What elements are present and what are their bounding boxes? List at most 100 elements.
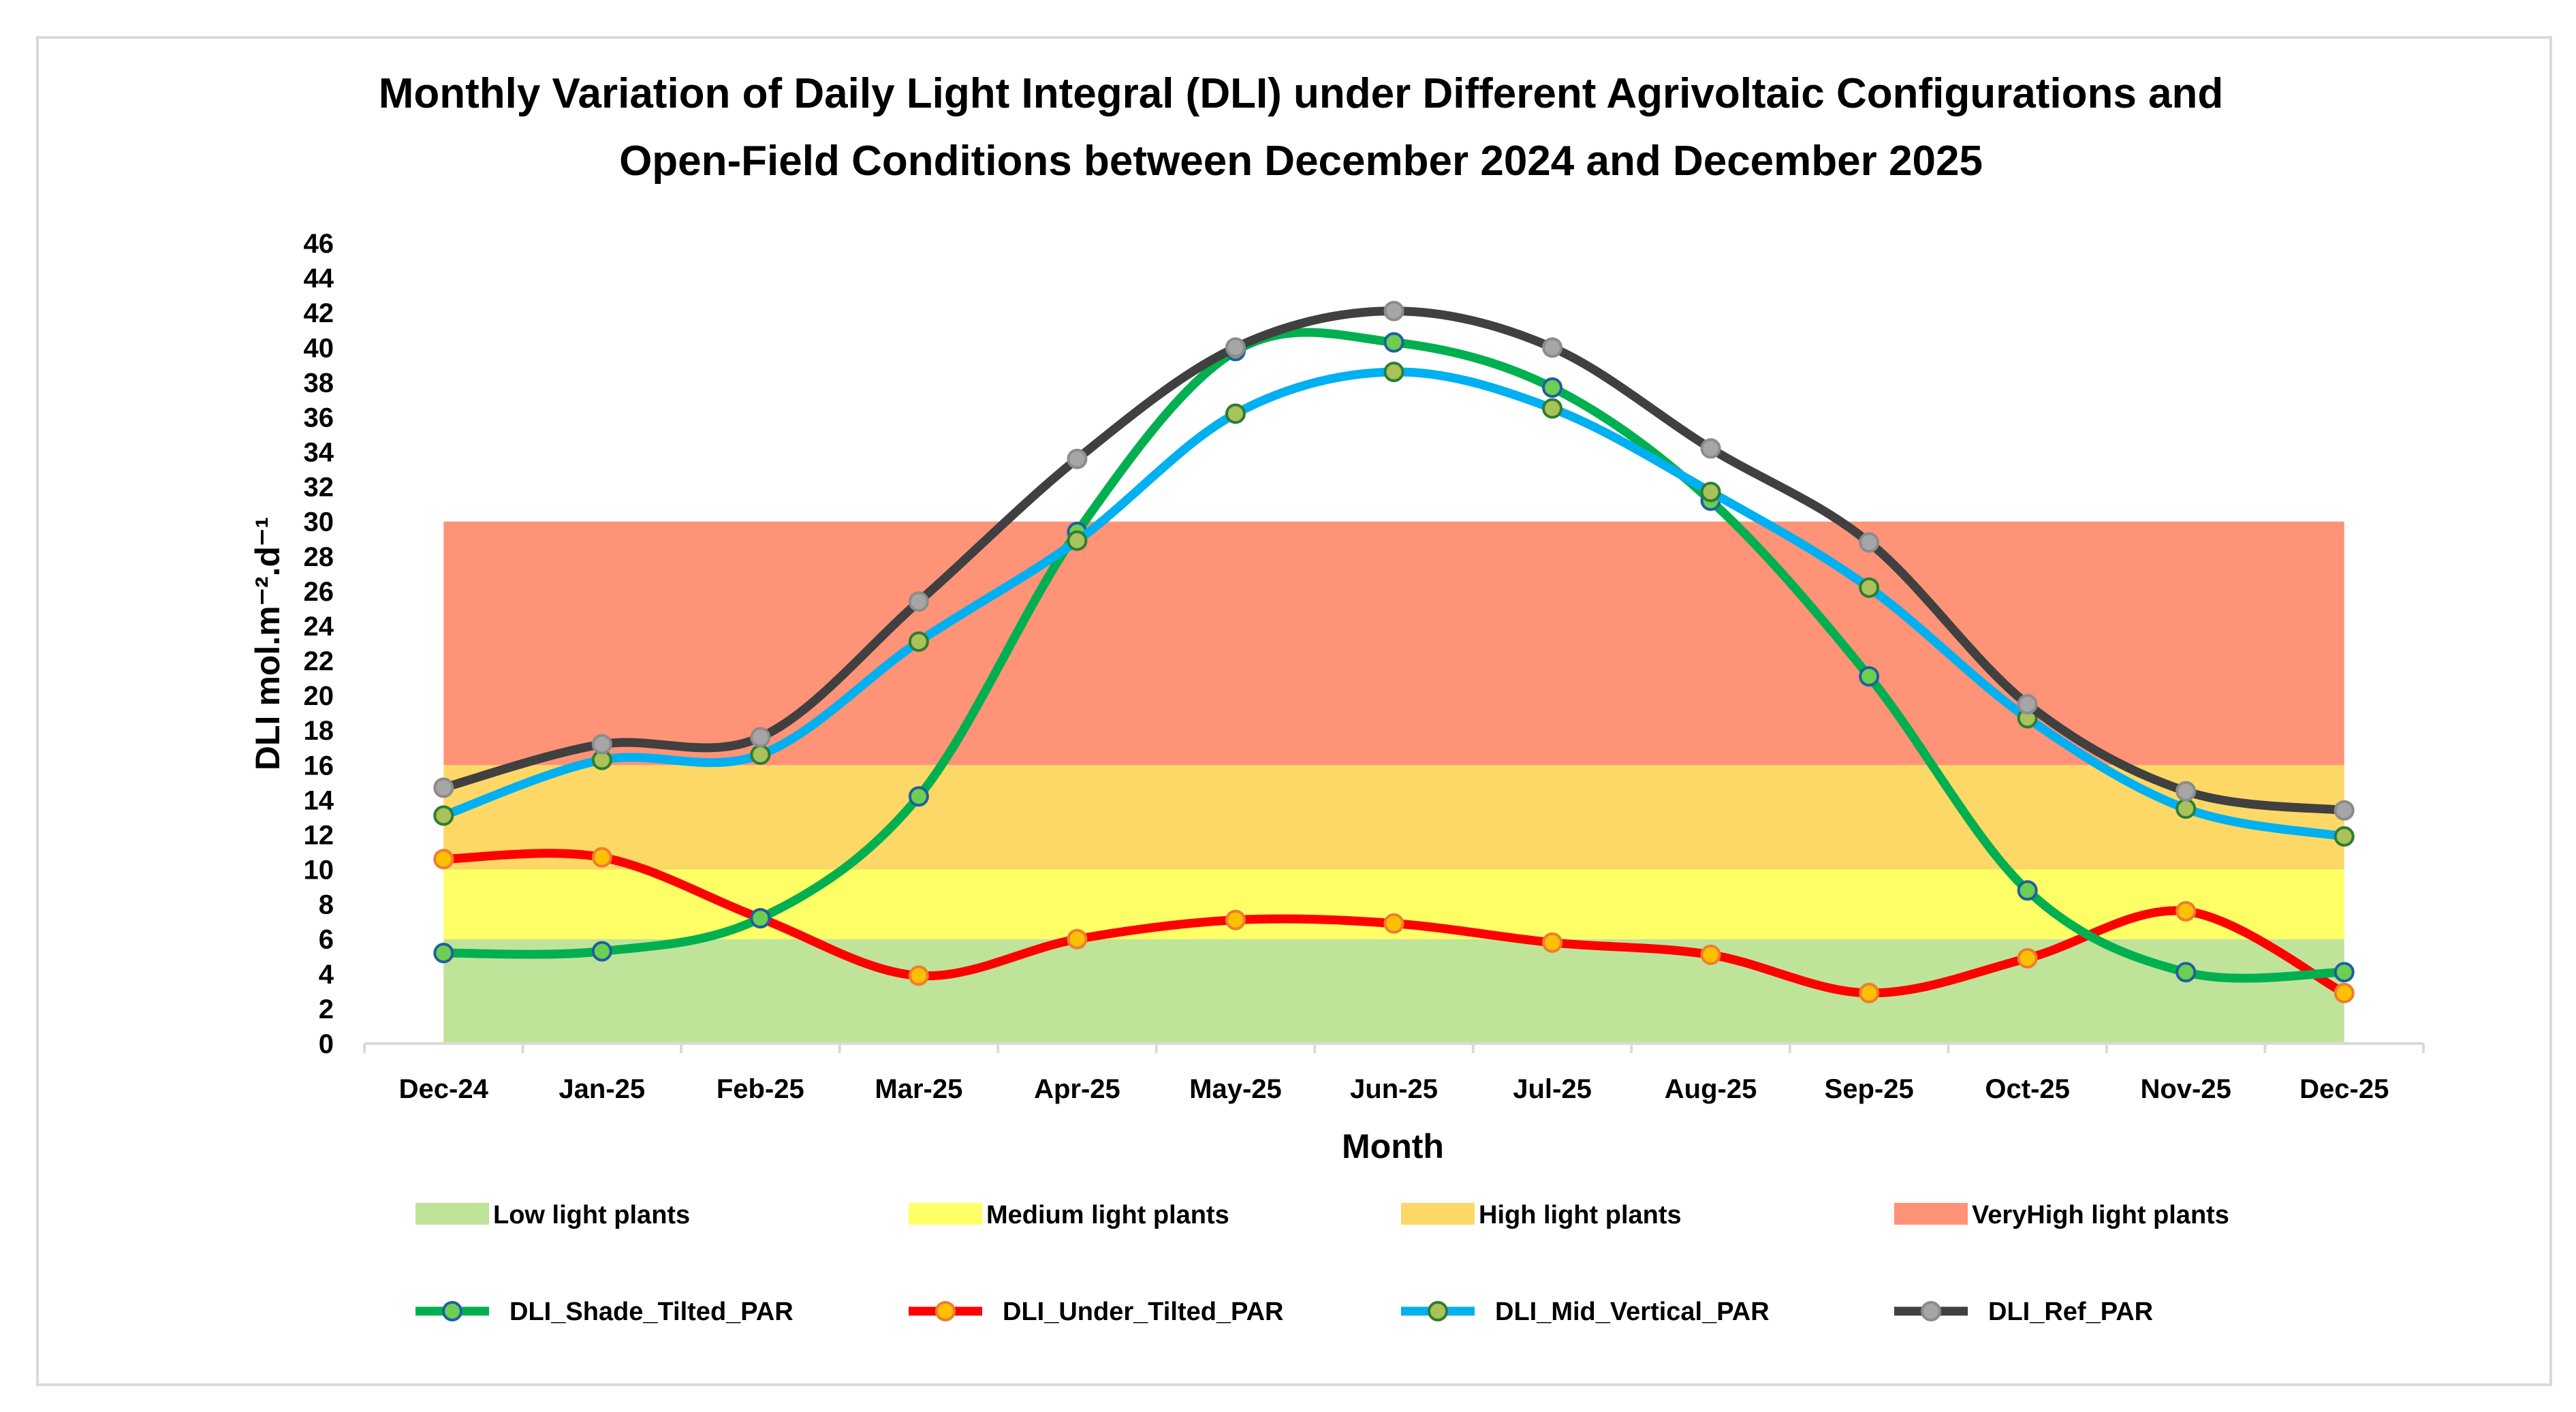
y-tick-label: 16 (304, 751, 334, 781)
series-lines (433, 300, 2355, 1003)
data-point (1225, 337, 1246, 358)
series-dli-ref-par (433, 300, 2355, 821)
data-point (1383, 362, 1404, 383)
data-point (750, 908, 771, 929)
legend-label: DLI_Shade_Tilted_PAR (509, 1298, 794, 1326)
data-point (2176, 798, 2197, 819)
legend-marker (1921, 1301, 1941, 1321)
x-tick-label: Dec-25 (2299, 1074, 2389, 1104)
x-tick-label: Dec-24 (399, 1074, 489, 1104)
series-dli-mid-vertical-par (433, 362, 2355, 847)
legend-item-band: VeryHigh light plants (1894, 1201, 2229, 1229)
y-tick-label: 28 (304, 542, 334, 572)
data-point (591, 734, 612, 755)
y-tick-label: 26 (304, 577, 334, 607)
data-point (1859, 666, 1880, 687)
data-point (2176, 962, 2197, 983)
legend-item-band: High light plants (1401, 1201, 1682, 1229)
data-point (1067, 530, 1088, 551)
data-point (1225, 909, 1246, 930)
light-bands (443, 521, 2344, 1044)
y-tick-label: 32 (304, 473, 334, 503)
data-point (908, 591, 929, 612)
y-tick-label: 38 (304, 368, 334, 398)
legend-item-series: DLI_Mid_Vertical_PAR (1401, 1298, 1770, 1326)
data-point (1859, 577, 1880, 598)
legend-label: Medium light plants (986, 1201, 1229, 1229)
data-point (2334, 982, 2355, 1003)
data-point (2017, 947, 2038, 969)
x-tick-label: Oct-25 (1985, 1074, 2070, 1104)
y-tick-label: 46 (304, 229, 334, 259)
x-tick-label: Apr-25 (1034, 1074, 1120, 1104)
data-point (2176, 781, 2197, 802)
data-point (2334, 826, 2355, 847)
x-axis-label: Month (1342, 1127, 1444, 1165)
data-point (433, 805, 454, 826)
data-point (1225, 403, 1246, 424)
data-point (1383, 332, 1404, 353)
data-point (433, 777, 454, 798)
x-tick-label: May-25 (1189, 1074, 1282, 1104)
y-axis-label: DLI mol.m⁻².d⁻¹ (249, 517, 287, 770)
data-point (2176, 900, 2197, 922)
chart-title-line-2: Open-Field Conditions between December 2… (619, 138, 1983, 185)
data-point (1542, 398, 1563, 419)
legend: Low light plants Medium light plants High … (415, 1201, 2229, 1326)
legend-label: VeryHigh light plants (1972, 1201, 2229, 1229)
data-point (750, 744, 771, 765)
legend-item-band: Low light plants (415, 1201, 690, 1229)
y-tick-label: 8 (319, 890, 334, 920)
y-tick-label: 12 (304, 820, 334, 850)
data-point (1542, 932, 1563, 953)
y-tick-label: 40 (304, 333, 334, 363)
legend-item-series: DLI_Shade_Tilted_PAR (415, 1298, 794, 1326)
y-tick-label: 30 (304, 507, 334, 537)
data-point (2017, 693, 2038, 715)
legend-label: DLI_Under_Tilted_PAR (1003, 1298, 1283, 1326)
legend-swatch (1401, 1203, 1475, 1225)
y-tick-label: 22 (304, 646, 334, 676)
y-tick-label: 2 (319, 994, 334, 1024)
y-tick-label: 34 (304, 438, 334, 468)
x-tick-label: Sep-25 (1825, 1074, 1914, 1104)
legend-label: DLI_Mid_Vertical_PAR (1495, 1298, 1770, 1326)
data-point (1383, 913, 1404, 934)
y-tick-label: 14 (304, 785, 334, 815)
legend-marker (935, 1301, 956, 1321)
data-point (908, 631, 929, 652)
y-tick-label: 6 (319, 925, 334, 955)
band-low-light-plants (443, 939, 2344, 1044)
data-point (1067, 448, 1088, 469)
data-point (1542, 377, 1563, 398)
data-point (1542, 337, 1563, 358)
data-point (1383, 300, 1404, 321)
y-tick-label: 20 (304, 681, 334, 711)
x-tick-label: Jun-25 (1350, 1074, 1438, 1104)
data-point (1700, 944, 1721, 965)
x-tick-label: Jan-25 (559, 1074, 645, 1104)
data-point (908, 965, 929, 986)
legend-label: DLI_Ref_PAR (1988, 1298, 2153, 1326)
x-tick-label: Nov-25 (2140, 1074, 2231, 1104)
legend-swatch (909, 1203, 982, 1225)
y-tick-label: 36 (304, 403, 334, 433)
data-point (2334, 962, 2355, 983)
legend-swatch (415, 1203, 489, 1225)
y-tick-label: 18 (304, 716, 334, 746)
data-point (591, 847, 612, 868)
y-tick-label: 24 (304, 612, 334, 642)
x-tick-label: Feb-25 (717, 1074, 804, 1104)
legend-marker (442, 1301, 462, 1321)
y-tick-label: 4 (319, 960, 334, 990)
legend-marker (1428, 1301, 1448, 1321)
chart-title-line-1: Monthly Variation of Daily Light Integra… (379, 70, 2224, 117)
data-point (750, 727, 771, 748)
data-point (1700, 482, 1721, 503)
data-point (2334, 800, 2355, 821)
legend-item-band: Medium light plants (909, 1201, 1229, 1229)
data-point (1859, 532, 1880, 553)
y-tick-label: 42 (304, 298, 334, 328)
band-high-light-plants (443, 765, 2344, 870)
